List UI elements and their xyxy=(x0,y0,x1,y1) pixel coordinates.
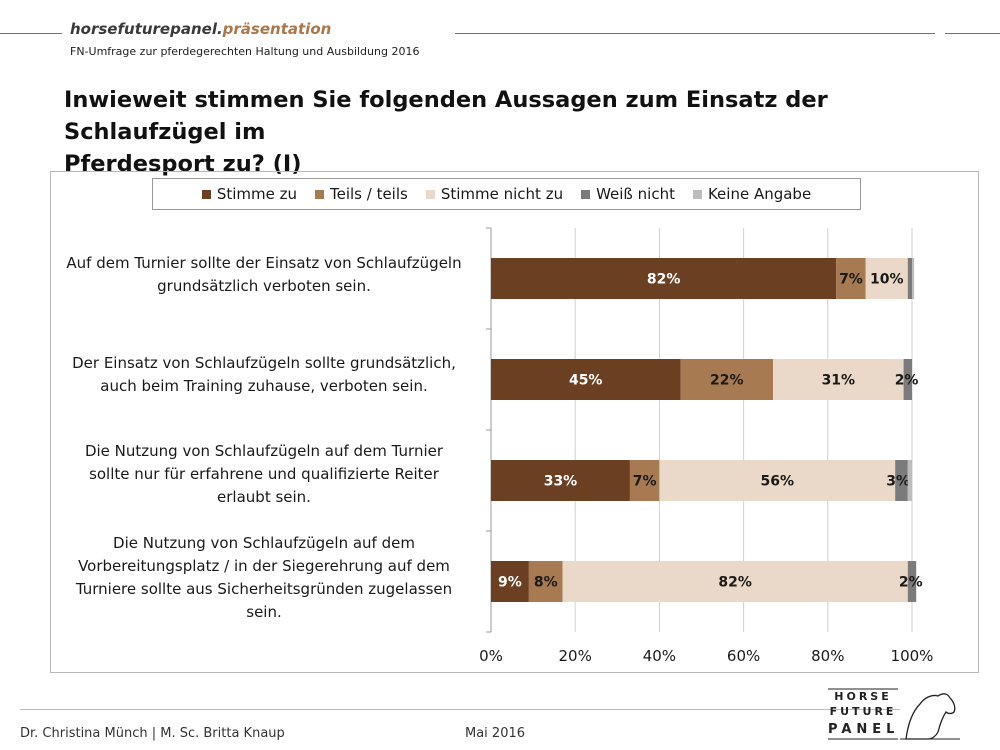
survey-subtitle: FN-Umfrage zur pferdegerechten Haltung u… xyxy=(70,45,420,58)
data-label: 56% xyxy=(761,474,795,490)
logo-line-3: PANEL xyxy=(828,722,900,737)
header-line-far-right xyxy=(945,33,1000,34)
question-label-3: Die Nutzung von Schlaufzügeln auf dem Tu… xyxy=(50,440,478,509)
data-label: 2% xyxy=(899,575,923,591)
brand-main: horsefuturepanel. xyxy=(70,20,223,38)
question-label-1: Auf dem Turnier sollte der Einsatz von S… xyxy=(50,252,478,298)
bar-segment xyxy=(907,561,917,602)
question-label-4: Die Nutzung von Schlaufzügeln auf dem Vo… xyxy=(50,532,478,624)
legend-swatch xyxy=(314,189,324,199)
bar-segment xyxy=(491,258,837,299)
question-line: Vorbereitungsplatz / in der Siegerehrung… xyxy=(78,557,450,575)
page-title: Inwieweit stimmen Sie folgenden Aussagen… xyxy=(64,84,954,180)
data-label: 45% xyxy=(569,373,603,389)
bar-segment xyxy=(491,460,630,501)
bar-segment xyxy=(907,258,912,299)
legend-swatch xyxy=(201,189,211,199)
data-label: 33% xyxy=(544,474,578,490)
legend-swatch xyxy=(581,189,591,199)
title-line-2: Pferdesport zu? (I) xyxy=(64,151,302,177)
question-line: Auf dem Turnier sollte der Einsatz von S… xyxy=(66,254,462,272)
brand-accent: präsentation xyxy=(222,20,332,38)
bar-segment xyxy=(865,258,908,299)
horse-head-icon xyxy=(905,693,956,740)
data-label: 10% xyxy=(870,272,904,288)
x-tick-label: 40% xyxy=(643,647,676,665)
bar-segment xyxy=(773,359,904,400)
x-tick-label: 20% xyxy=(559,647,592,665)
title-line-1: Inwieweit stimmen Sie folgenden Aussagen… xyxy=(64,87,828,145)
bar-segment xyxy=(562,561,908,602)
question-label-2: Der Einsatz von Schlaufzügeln sollte gru… xyxy=(50,352,478,398)
bar-segment xyxy=(895,460,908,501)
bar-segment xyxy=(659,460,896,501)
chart-frame xyxy=(50,171,979,673)
x-tick-label: 100% xyxy=(891,647,934,665)
data-label: 8% xyxy=(534,575,558,591)
question-line: Die Nutzung von Schlaufzügeln auf dem xyxy=(113,534,415,552)
legend-label: Weiß nicht xyxy=(596,185,675,203)
question-line: erlaubt sein. xyxy=(217,488,311,506)
brand-name: horsefuturepanel.präsentation xyxy=(70,20,331,38)
question-line: Turniere sollte aus Sicherheitsgründen z… xyxy=(75,580,453,598)
data-label: 2% xyxy=(895,373,919,389)
data-label: 7% xyxy=(633,474,657,490)
legend-item-weiss-nicht: Weiß nicht xyxy=(581,185,675,203)
bar-segment xyxy=(528,561,563,602)
footer-date: Mai 2016 xyxy=(465,726,526,741)
bar-segment xyxy=(903,359,912,400)
question-line: sein. xyxy=(246,603,282,621)
footer-authors: Dr. Christina Münch | M. Sc. Britta Knau… xyxy=(20,726,285,741)
legend-swatch xyxy=(692,189,702,199)
data-label: 22% xyxy=(710,373,744,389)
legend-label: Stimme nicht zu xyxy=(440,185,564,203)
question-line: Die Nutzung von Schlaufzügeln auf dem Tu… xyxy=(84,442,444,460)
horse-future-panel-logo: HORSE FUTURE PANEL xyxy=(828,684,968,744)
data-label: 9% xyxy=(498,575,522,591)
legend-item-nicht-zu: Stimme nicht zu xyxy=(425,185,564,203)
header-line-right xyxy=(455,33,935,34)
legend-label: Stimme zu xyxy=(216,185,297,203)
legend-label: Teils / teils xyxy=(329,185,408,203)
legend-item-stimme-zu: Stimme zu xyxy=(201,185,297,203)
data-label: 82% xyxy=(718,575,752,591)
data-label: 82% xyxy=(647,272,681,288)
data-label: 3% xyxy=(886,474,910,490)
legend-label: Keine Angabe xyxy=(707,185,812,203)
bar-segment xyxy=(836,258,866,299)
legend-item-teils: Teils / teils xyxy=(314,185,408,203)
footer-divider xyxy=(20,709,900,710)
question-line: grundsätzlich verboten sein. xyxy=(157,277,371,295)
logo-line-2: FUTURE xyxy=(829,705,897,718)
bar-segment xyxy=(907,460,912,501)
x-tick-label: 60% xyxy=(727,647,760,665)
question-line: sollte nur für erfahrene und qualifizier… xyxy=(89,465,439,483)
header-line-left xyxy=(0,33,62,34)
x-tick-label: 80% xyxy=(811,647,844,665)
chart-legend: Stimme zu Teils / teils Stimme nicht zu … xyxy=(152,178,861,210)
bar-segment xyxy=(912,258,915,299)
bar-segment xyxy=(491,359,681,400)
legend-swatch xyxy=(425,189,435,199)
question-line: auch beim Training zuhause, verboten sei… xyxy=(100,377,428,395)
x-tick-label: 0% xyxy=(479,647,503,665)
question-line: Der Einsatz von Schlaufzügeln sollte gru… xyxy=(72,354,456,372)
data-label: 31% xyxy=(822,373,856,389)
data-label: 7% xyxy=(839,272,863,288)
bar-segment xyxy=(629,460,660,501)
legend-item-keine-angabe: Keine Angabe xyxy=(692,185,812,203)
logo-graphic xyxy=(828,688,960,740)
logo-line-1: HORSE xyxy=(834,690,892,703)
bar-segment xyxy=(680,359,774,400)
bar-segment xyxy=(491,561,529,602)
